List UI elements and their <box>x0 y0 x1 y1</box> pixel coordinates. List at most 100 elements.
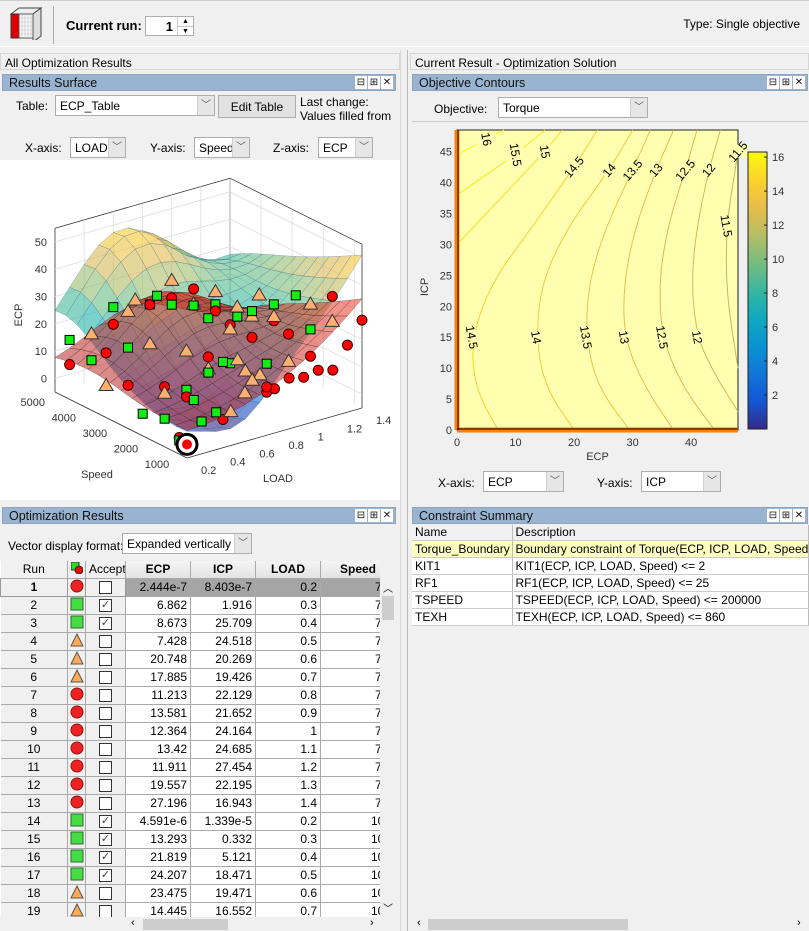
edit-table-button[interactable]: Edit Table <box>218 95 296 118</box>
scroll-right-icon[interactable]: › <box>370 917 374 929</box>
speed-cell[interactable]: 750 <box>320 722 380 741</box>
close-icon[interactable]: ✕ <box>381 509 393 522</box>
run-cell[interactable]: 14 <box>0 812 68 831</box>
accept-checkbox[interactable] <box>99 887 112 901</box>
constraint-name[interactable]: RF1 <box>412 574 513 592</box>
icp-cell[interactable]: 21.652 <box>190 704 256 723</box>
undock-icon[interactable]: ⊟ <box>355 76 367 89</box>
table-row[interactable]: 19 14.445 16.552 0.7 1000 <box>0 902 380 918</box>
accept-checkbox-cell[interactable] <box>85 686 126 705</box>
speed-cell[interactable]: 750 <box>320 740 380 759</box>
results-horizontal-scrollbar[interactable]: ‹ › <box>0 917 380 931</box>
table-row[interactable]: 7 11.213 22.129 0.8 750 <box>0 686 380 705</box>
run-cell[interactable]: 7 <box>0 686 68 705</box>
load-cell[interactable]: 0.2 <box>255 812 321 831</box>
accept-checkbox-cell[interactable]: ✓ <box>85 596 126 615</box>
constraint-row[interactable]: RF1 RF1(ECP, ICP, LOAD, Speed) <= 25 <box>412 574 809 592</box>
load-cell[interactable]: 1.2 <box>255 758 321 777</box>
icp-cell[interactable]: 25.709 <box>190 614 256 633</box>
ecp-cell[interactable]: 24.207 <box>125 866 191 885</box>
icp-cell[interactable]: 20.269 <box>190 650 256 669</box>
speed-cell[interactable]: 750 <box>320 794 380 813</box>
ecp-cell[interactable]: 2.444e-7 <box>125 578 191 597</box>
load-cell[interactable]: 0.3 <box>255 596 321 615</box>
accept-checkbox-cell[interactable] <box>85 776 126 795</box>
accept-checkbox-cell[interactable] <box>85 794 126 813</box>
accept-checkbox[interactable] <box>99 779 112 793</box>
accept-checkbox-cell[interactable] <box>85 758 126 777</box>
accept-checkbox[interactable] <box>99 671 112 685</box>
table-row[interactable]: 15 ✓ 13.293 0.332 0.3 1000 <box>0 830 380 849</box>
icp-cell[interactable]: 16.943 <box>190 794 256 813</box>
ecp-cell[interactable]: 27.196 <box>125 794 191 813</box>
run-cell[interactable]: 17 <box>0 866 68 885</box>
contour-x-axis-select[interactable]: ECP ﹀ <box>483 471 564 492</box>
horizontal-scroll-thumb[interactable] <box>143 919 228 930</box>
table-row[interactable]: 14 ✓ 4.591e-6 1.339e-5 0.2 1000 <box>0 812 380 831</box>
col-description[interactable]: Description <box>512 525 809 541</box>
accept-checkbox-cell[interactable] <box>85 722 126 741</box>
constraint-description[interactable]: Boundary constraint of Torque(ECP, ICP, … <box>512 540 809 558</box>
col-load[interactable]: LOAD <box>255 561 321 579</box>
run-cell[interactable]: 1 <box>0 577 68 597</box>
accept-checkbox[interactable]: ✓ <box>99 851 112 865</box>
load-cell[interactable]: 0.2 <box>255 578 321 597</box>
speed-cell[interactable]: 750 <box>320 650 380 669</box>
run-cell[interactable]: 5 <box>0 650 68 669</box>
run-cell[interactable]: 18 <box>0 884 68 903</box>
table-row[interactable]: 18 23.475 19.471 0.6 1000 <box>0 884 380 903</box>
constraint-description[interactable]: TEXH(ECP, ICP, LOAD, Speed) <= 860 <box>512 608 809 626</box>
maximize-icon[interactable]: ⊞ <box>368 509 380 522</box>
accept-checkbox[interactable]: ✓ <box>99 833 112 847</box>
icp-cell[interactable]: 22.129 <box>190 686 256 705</box>
scroll-down-icon[interactable]: ﹀ <box>383 904 393 915</box>
undock-icon[interactable]: ⊟ <box>355 509 367 522</box>
spinner-down-button[interactable]: ▼ <box>177 26 193 35</box>
accept-checkbox-cell[interactable]: ✓ <box>85 848 126 867</box>
table-row[interactable]: 6 17.885 19.426 0.7 750 <box>0 668 380 687</box>
ecp-cell[interactable]: 23.475 <box>125 884 191 903</box>
accept-checkbox-cell[interactable] <box>85 650 126 669</box>
table-row[interactable]: 16 ✓ 21.819 5.121 0.4 1000 <box>0 848 380 867</box>
maximize-icon[interactable]: ⊞ <box>780 76 792 89</box>
icp-cell[interactable]: 24.164 <box>190 722 256 741</box>
load-cell[interactable]: 0.5 <box>255 632 321 651</box>
z-axis-select[interactable]: ECP ﹀ <box>318 137 373 158</box>
run-cell[interactable]: 3 <box>0 614 68 633</box>
col-speed[interactable]: Speed <box>320 561 380 579</box>
accept-checkbox-cell[interactable] <box>85 740 126 759</box>
load-cell[interactable]: 0.4 <box>255 614 321 633</box>
current-run-spinner[interactable]: 1 ▲ ▼ <box>145 16 194 36</box>
run-cell[interactable]: 9 <box>0 722 68 741</box>
run-cell[interactable]: 13 <box>0 794 68 813</box>
accept-checkbox[interactable] <box>99 797 112 811</box>
icp-cell[interactable]: 1.339e-5 <box>190 812 256 831</box>
load-cell[interactable]: 1.1 <box>255 740 321 759</box>
constraint-name[interactable]: TSPEED <box>412 591 513 609</box>
accept-checkbox-cell[interactable] <box>85 902 126 918</box>
load-cell[interactable]: 1.4 <box>255 794 321 813</box>
icp-cell[interactable]: 1.916 <box>190 596 256 615</box>
constraint-row[interactable]: KIT1 KIT1(ECP, ICP, LOAD, Speed) <= 2 <box>412 557 809 575</box>
close-icon[interactable]: ✕ <box>381 76 393 89</box>
col-ecp[interactable]: ECP <box>125 561 191 579</box>
accept-checkbox[interactable] <box>99 653 112 667</box>
accept-checkbox[interactable] <box>99 689 112 703</box>
constraint-description[interactable]: RF1(ECP, ICP, LOAD, Speed) <= 25 <box>512 574 809 592</box>
speed-cell[interactable]: 750 <box>320 632 380 651</box>
col-name[interactable]: Name <box>412 525 513 541</box>
accept-checkbox[interactable] <box>99 635 112 649</box>
speed-cell[interactable]: 1000 <box>320 830 380 849</box>
accept-checkbox[interactable]: ✓ <box>99 869 112 883</box>
accept-checkbox[interactable] <box>99 707 112 721</box>
accept-checkbox-cell[interactable] <box>85 632 126 651</box>
scroll-left-icon[interactable]: ‹ <box>417 917 421 929</box>
y-axis-select[interactable]: Speed ﹀ <box>194 137 250 158</box>
close-icon[interactable]: ✕ <box>793 509 805 522</box>
icp-cell[interactable]: 8.403e-7 <box>190 578 256 597</box>
table-row[interactable]: 5 20.748 20.269 0.6 750 <box>0 650 380 669</box>
speed-cell[interactable]: 750 <box>320 776 380 795</box>
run-cell[interactable]: 19 <box>0 902 68 918</box>
accept-checkbox-cell[interactable] <box>85 668 126 687</box>
run-cell[interactable]: 4 <box>0 632 68 651</box>
